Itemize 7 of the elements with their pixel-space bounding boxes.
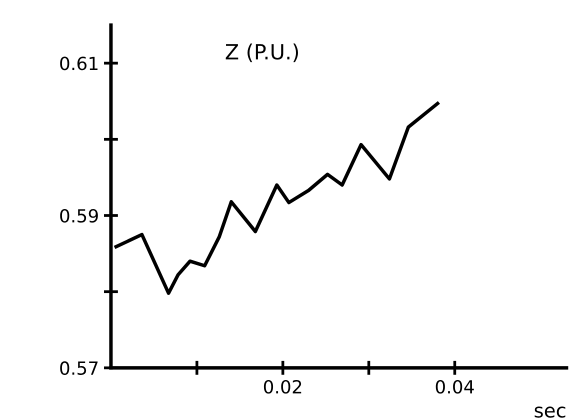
y-tick-label: 0.61 xyxy=(60,56,98,70)
x-tick-label: 0.04 xyxy=(436,380,474,394)
y-tick-label: 0.57 xyxy=(60,361,98,375)
x-axis-title: sec xyxy=(534,406,566,418)
y-tick-label: 0.59 xyxy=(60,208,98,223)
annotation: Z (P.U.) xyxy=(226,44,298,62)
x-tick-label: 0.02 xyxy=(264,380,302,394)
